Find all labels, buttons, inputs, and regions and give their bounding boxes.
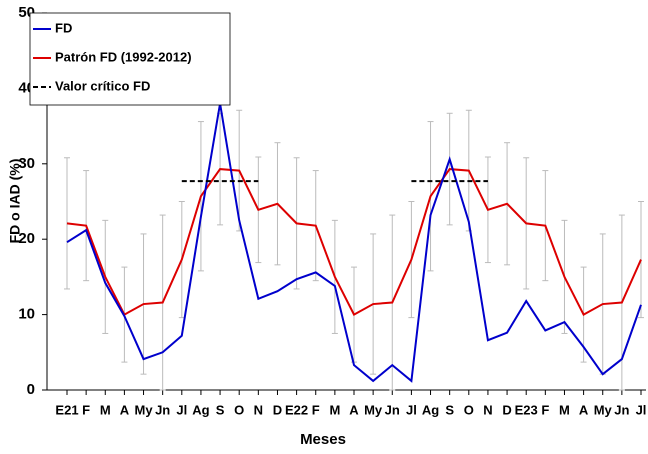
x-tick-label: M (100, 402, 111, 417)
x-tick-label: E22 (285, 402, 308, 417)
x-tick-label: My (135, 402, 154, 417)
x-tick-label: My (594, 402, 613, 417)
y-tick-label: 30 (18, 155, 35, 172)
x-tick-label: D (502, 402, 511, 417)
legend-box (29, 12, 231, 106)
x-axis-label: Meses (300, 431, 346, 448)
x-tick-label: Ag (192, 402, 209, 417)
legend-label: Valor crítico FD (55, 78, 150, 93)
y-tick-label: 10 (18, 306, 35, 323)
series-line (66, 103, 642, 383)
x-tick-label: E23 (515, 402, 538, 417)
x-tick-label: O (234, 402, 244, 417)
legend-label: FD (55, 20, 72, 35)
x-tick-label: O (464, 402, 474, 417)
x-tick-label: Jl (176, 402, 187, 417)
x-tick-label: S (445, 402, 454, 417)
x-tick-label: Jn (385, 402, 400, 417)
x-tick-label: N (254, 402, 263, 417)
x-tick-label: F (312, 402, 320, 417)
x-tick-label: F (541, 402, 549, 417)
x-tick-label: Jl (636, 402, 647, 417)
x-tick-label: Ag (422, 402, 439, 417)
x-tick-label: S (216, 402, 225, 417)
x-tick-label: D (273, 402, 282, 417)
x-tick-label: E21 (55, 402, 78, 417)
x-tick-label: My (364, 402, 383, 417)
x-tick-label: Jl (406, 402, 417, 417)
x-tick-label: A (349, 402, 359, 417)
x-tick-label: M (559, 402, 570, 417)
x-tick-label: A (579, 402, 589, 417)
y-tick-label: 0 (27, 381, 35, 398)
x-tick-label: N (483, 402, 492, 417)
y-axis-label: FD o IAD (%) (7, 159, 23, 244)
x-tick-label: M (329, 402, 340, 417)
series-line (66, 168, 642, 316)
legend-label: Patrón FD (1992-2012) (55, 49, 192, 64)
x-tick-label: F (82, 402, 90, 417)
x-tick-label: Jn (614, 402, 629, 417)
x-tick-label: Jn (155, 402, 170, 417)
x-tick-label: A (120, 402, 130, 417)
y-tick-label: 20 (18, 230, 35, 247)
